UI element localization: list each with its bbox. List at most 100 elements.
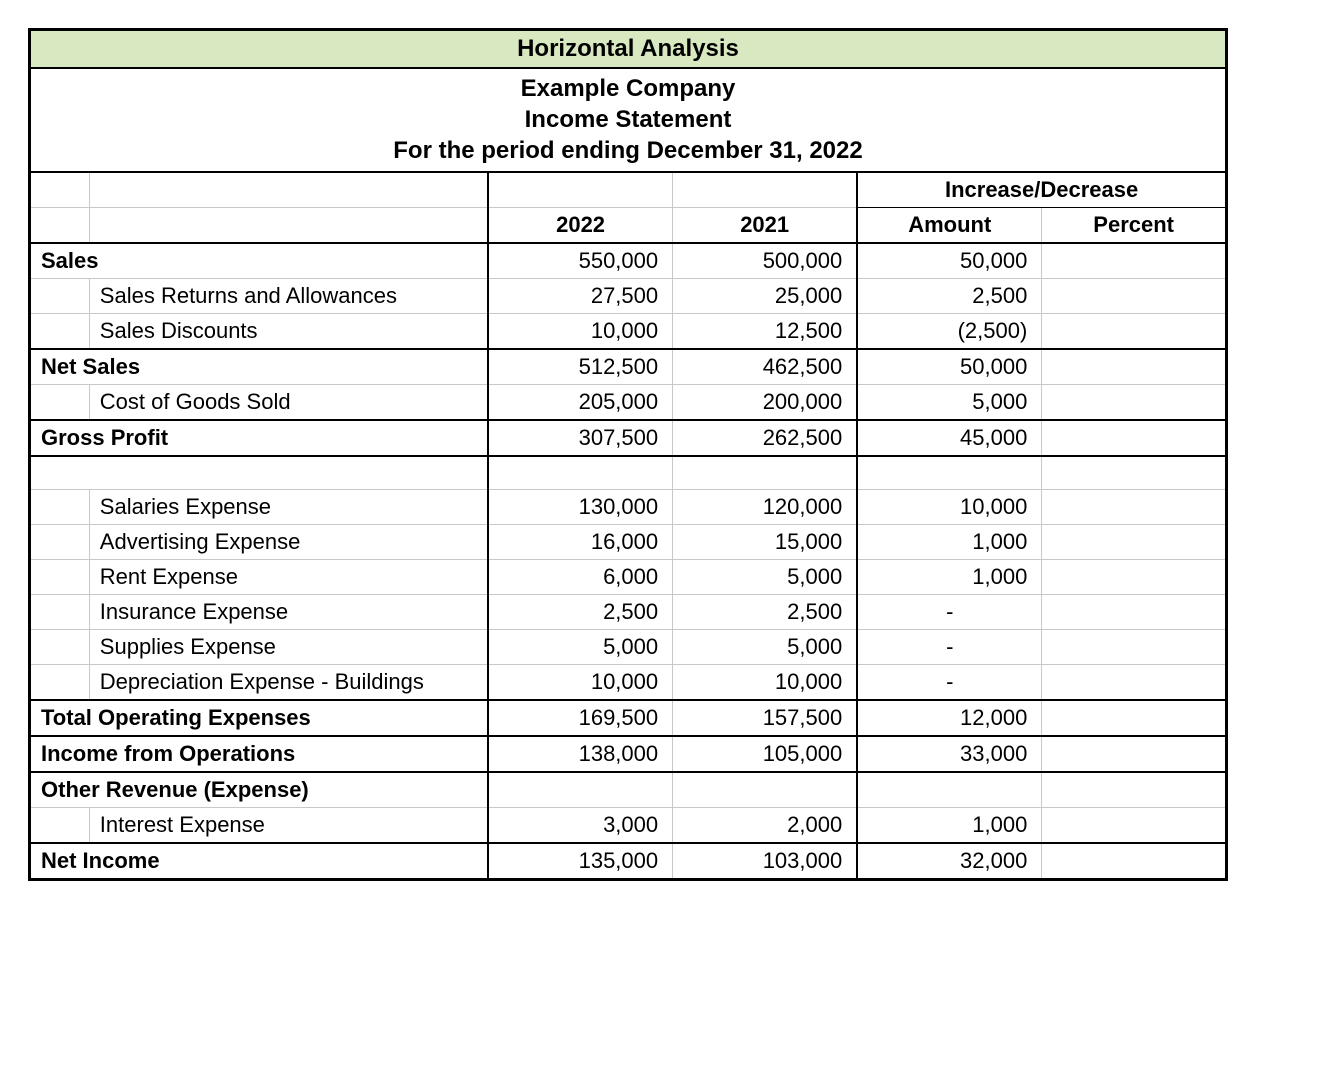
statement-subtitle: Example Company Income Statement For the…	[30, 68, 1227, 172]
table-row: Net Sales512,500462,50050,000	[30, 349, 1227, 385]
cell-2022: 135,000	[488, 843, 673, 880]
cell-amount: -	[857, 595, 1042, 630]
table-row: Advertising Expense16,00015,0001,000	[30, 525, 1227, 560]
cell-2022: 512,500	[488, 349, 673, 385]
cell-percent	[1042, 595, 1227, 630]
cell-2022: 10,000	[488, 313, 673, 349]
header-blank-indent	[30, 172, 90, 208]
analysis-title: Horizontal Analysis	[30, 30, 1227, 69]
cell-2022: 10,000	[488, 665, 673, 701]
cell-amount: 2,500	[857, 278, 1042, 313]
row-indent	[30, 278, 90, 313]
cell-2021: 500,000	[673, 243, 858, 279]
cell-2022: 169,500	[488, 700, 673, 736]
table-row: Depreciation Expense - Buildings10,00010…	[30, 665, 1227, 701]
statement-type: Income Statement	[525, 106, 732, 133]
cell-amount: -	[857, 630, 1042, 665]
cell-2021: 25,000	[673, 278, 858, 313]
row-label: Depreciation Expense - Buildings	[89, 665, 488, 701]
cell-amount: -	[857, 665, 1042, 701]
row-label: Sales Discounts	[89, 313, 488, 349]
table-row: Total Operating Expenses169,500157,50012…	[30, 700, 1227, 736]
cell-2021	[673, 772, 858, 808]
cell-percent	[1042, 560, 1227, 595]
cell-2021: 157,500	[673, 700, 858, 736]
table-row: Sales550,000500,00050,000	[30, 243, 1227, 279]
cell-2022: 27,500	[488, 278, 673, 313]
table-row	[30, 456, 1227, 490]
row-indent	[30, 384, 90, 420]
row-label: Insurance Expense	[89, 595, 488, 630]
row-label: Net Sales	[30, 349, 489, 385]
table-row: Interest Expense3,0002,0001,000	[30, 808, 1227, 844]
cell-2021: 200,000	[673, 384, 858, 420]
cell-2022: 205,000	[488, 384, 673, 420]
row-label: Supplies Expense	[89, 630, 488, 665]
header-amount: Amount	[857, 207, 1042, 243]
cell-2022: 550,000	[488, 243, 673, 279]
row-label: Net Income	[30, 843, 489, 880]
row-label: Cost of Goods Sold	[89, 384, 488, 420]
column-header-row: 2022 2021 Amount Percent	[30, 207, 1227, 243]
row-indent	[30, 595, 90, 630]
cell-amount: 10,000	[857, 490, 1042, 525]
cell-2022: 138,000	[488, 736, 673, 772]
cell-2021: 103,000	[673, 843, 858, 880]
table-row: Other Revenue (Expense)	[30, 772, 1227, 808]
company-name: Example Company	[521, 75, 736, 102]
cell-2021: 5,000	[673, 560, 858, 595]
cell-amount: 5,000	[857, 384, 1042, 420]
row-label: Interest Expense	[89, 808, 488, 844]
row-label	[30, 456, 489, 490]
cell-2022: 3,000	[488, 808, 673, 844]
row-indent	[30, 313, 90, 349]
cell-2021: 2,000	[673, 808, 858, 844]
title-row: Horizontal Analysis	[30, 30, 1227, 69]
row-label: Rent Expense	[89, 560, 488, 595]
cell-percent	[1042, 736, 1227, 772]
cell-2021: 2,500	[673, 595, 858, 630]
cell-amount	[857, 772, 1042, 808]
cell-percent	[1042, 700, 1227, 736]
header-year-2022: 2022	[488, 207, 673, 243]
cell-percent	[1042, 525, 1227, 560]
row-indent	[30, 630, 90, 665]
header-blank-y2	[673, 172, 858, 208]
row-label: Sales	[30, 243, 489, 279]
header-indent	[30, 207, 90, 243]
header-label	[89, 207, 488, 243]
cell-2022: 307,500	[488, 420, 673, 456]
header-percent: Percent	[1042, 207, 1227, 243]
cell-percent	[1042, 349, 1227, 385]
cell-2021: 120,000	[673, 490, 858, 525]
table-row: Salaries Expense130,000120,00010,000	[30, 490, 1227, 525]
cell-2022: 6,000	[488, 560, 673, 595]
cell-percent	[1042, 243, 1227, 279]
row-indent	[30, 490, 90, 525]
cell-amount: 33,000	[857, 736, 1042, 772]
cell-percent	[1042, 772, 1227, 808]
cell-2021: 15,000	[673, 525, 858, 560]
cell-2021: 10,000	[673, 665, 858, 701]
cell-2022: 2,500	[488, 595, 673, 630]
row-label: Other Revenue (Expense)	[30, 772, 489, 808]
cell-percent	[1042, 843, 1227, 880]
table-row: Net Income135,000103,00032,000	[30, 843, 1227, 880]
cell-amount: 50,000	[857, 243, 1042, 279]
table-row: Supplies Expense5,0005,000-	[30, 630, 1227, 665]
cell-2022	[488, 456, 673, 490]
row-label: Total Operating Expenses	[30, 700, 489, 736]
table-row: Rent Expense6,0005,0001,000	[30, 560, 1227, 595]
cell-amount: 45,000	[857, 420, 1042, 456]
table-row: Sales Returns and Allowances27,50025,000…	[30, 278, 1227, 313]
row-label: Advertising Expense	[89, 525, 488, 560]
row-label: Sales Returns and Allowances	[89, 278, 488, 313]
table-row: Sales Discounts10,00012,500(2,500)	[30, 313, 1227, 349]
cell-2022	[488, 772, 673, 808]
cell-amount: 50,000	[857, 349, 1042, 385]
header-blank-label	[89, 172, 488, 208]
row-label: Income from Operations	[30, 736, 489, 772]
table-row: Income from Operations138,000105,00033,0…	[30, 736, 1227, 772]
header-year-2021: 2021	[673, 207, 858, 243]
header-blank-y1	[488, 172, 673, 208]
